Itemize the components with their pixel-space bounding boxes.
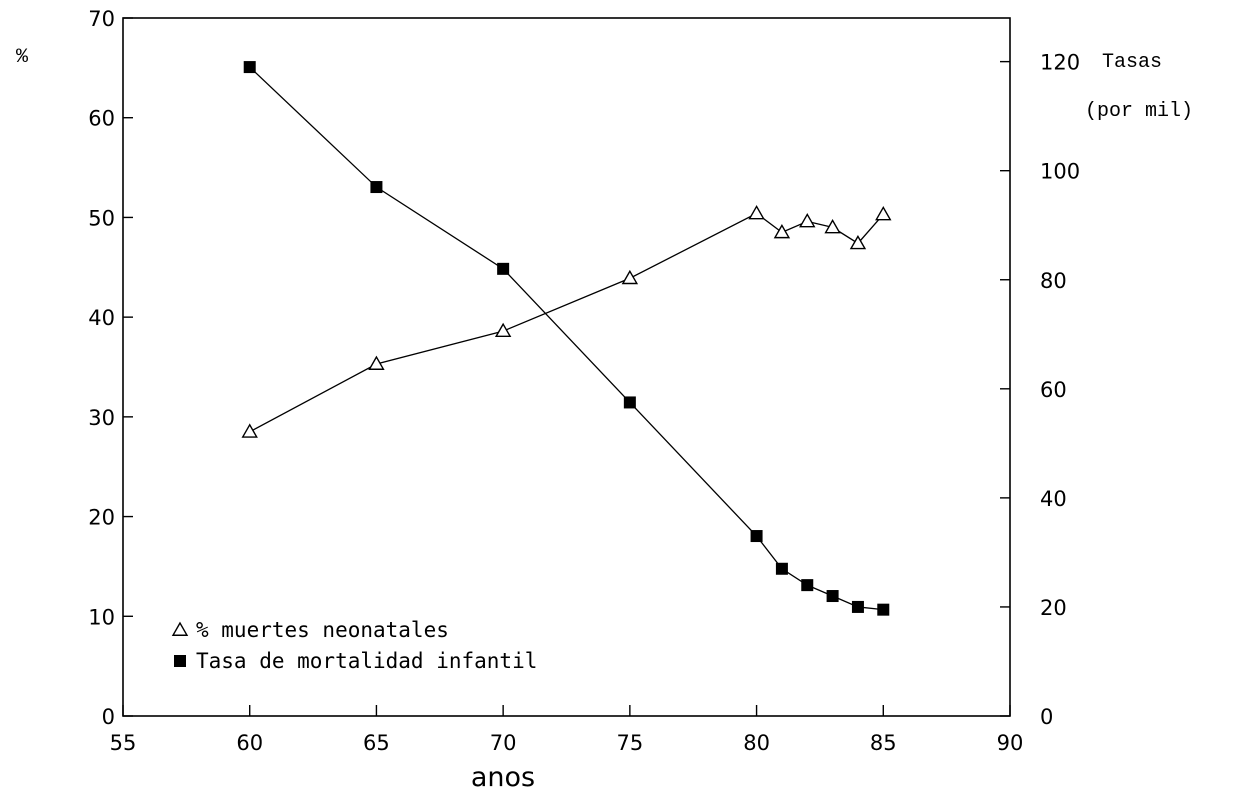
y-left-tick-label: 0	[102, 705, 115, 729]
y-right-tick-label: 80	[1040, 269, 1067, 293]
series-1-point	[773, 223, 791, 239]
x-tick-label: 60	[236, 731, 263, 755]
series-1	[241, 205, 892, 438]
y-left-tick-label: 20	[88, 506, 115, 530]
y-left-tick-label: 30	[88, 406, 115, 430]
axes	[122, 17, 1011, 717]
series-1-point	[849, 234, 867, 250]
y-left-tick-label: 40	[88, 306, 115, 330]
series-2-point	[877, 603, 890, 616]
x-tick-label: 65	[363, 731, 390, 755]
ticks: 55 60 65 70 75 80 85 90 0 10 20 30 40 50 60 70 0 20 40 60 80…	[88, 7, 1080, 755]
y-left-tick-label: 50	[88, 206, 115, 230]
legend-label-1: % muertes neonatales	[196, 618, 449, 642]
x-tick-label: 70	[490, 731, 517, 755]
legend-marker-2	[174, 655, 186, 667]
y-left-tick-label: 60	[88, 107, 115, 131]
y-left-axis-title: %	[16, 46, 29, 69]
series-1-line	[249, 212, 884, 433]
series-2	[243, 61, 890, 616]
series-1-point	[824, 218, 841, 234]
x-tick-label: 90	[997, 731, 1024, 755]
plot-frame	[122, 17, 1011, 717]
series-1-point	[494, 322, 512, 338]
series-group	[241, 61, 892, 616]
legend: % muertes neonatales Tasa de mortalidad i…	[171, 618, 537, 673]
series-1-point	[748, 205, 765, 220]
series-2-point	[243, 61, 256, 74]
series-2-point	[497, 262, 510, 275]
legend-label-2: Tasa de mortalidad infantil	[196, 649, 537, 673]
series-2-point	[750, 530, 763, 543]
series-2-point	[775, 562, 788, 575]
series-2-point	[370, 181, 383, 194]
series-1-point	[799, 213, 816, 228]
y-right-tick-label: 20	[1040, 596, 1067, 620]
x-tick-label: 55	[110, 731, 137, 755]
y-right-tick-label: 40	[1040, 487, 1067, 511]
x-tick-label: 75	[616, 731, 643, 755]
x-axis-title: anos	[471, 762, 535, 790]
series-1-point	[368, 355, 385, 370]
y-right-axis-title-line2: (por mil)	[1085, 100, 1193, 123]
x-tick-label: 85	[870, 731, 897, 755]
legend-marker-1	[171, 621, 189, 636]
y-left-tick-label: 10	[88, 605, 115, 629]
y-left-tick-label: 70	[88, 7, 115, 31]
y-right-tick-label: 0	[1040, 705, 1053, 729]
series-2-line	[249, 66, 884, 611]
y-right-tick-label: 120	[1040, 51, 1080, 75]
x-tick-label: 80	[743, 731, 770, 755]
series-2-point	[623, 396, 636, 409]
series-1-point	[241, 423, 258, 438]
y-right-tick-label: 60	[1040, 378, 1067, 402]
series-1-point	[875, 206, 892, 221]
y-right-axis-title-line1: Tasas	[1102, 51, 1162, 74]
y-right-tick-label: 100	[1040, 160, 1080, 184]
series-2-point	[801, 579, 814, 592]
series-1-point	[621, 269, 639, 285]
series-2-point	[851, 600, 864, 613]
series-2-point	[826, 590, 839, 603]
